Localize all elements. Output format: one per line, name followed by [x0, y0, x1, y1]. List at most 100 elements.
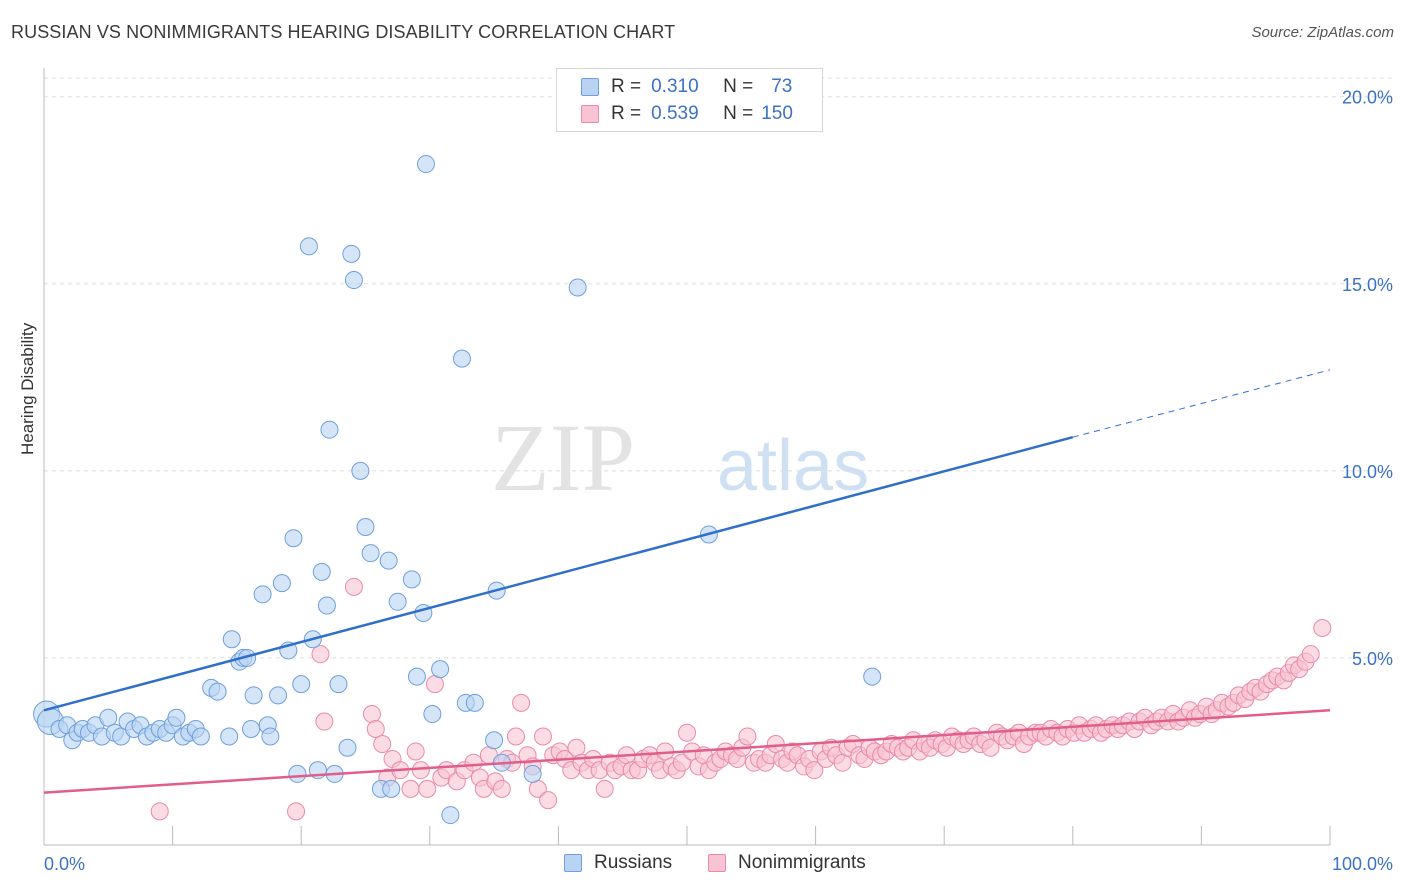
nonimmigrants-point — [512, 693, 531, 712]
nonimmigrants-n-label: N = — [723, 103, 754, 124]
russians-point — [361, 544, 380, 563]
russians-point — [220, 727, 239, 746]
nonimmigrants-n-value: 150 — [761, 103, 793, 124]
nonimmigrants-point — [506, 727, 525, 746]
russians-point — [863, 667, 882, 686]
russians-trendline — [43, 435, 1074, 712]
russians-point — [284, 529, 303, 548]
nonimmigrants-legend-label: Nonimmigrants — [738, 852, 866, 873]
nonimmigrants-points — [150, 577, 1332, 821]
nonimmigrants-point — [344, 577, 363, 596]
russians-point — [244, 686, 263, 705]
y-tick-label: 5.0% — [1352, 649, 1393, 669]
russians-n-label: N = — [723, 76, 754, 97]
russians-point — [423, 705, 442, 724]
russians-point — [269, 686, 288, 705]
russians-point — [317, 596, 336, 615]
russians-point — [288, 764, 307, 783]
russians-point — [407, 667, 426, 686]
russians-point — [222, 630, 241, 649]
russians-point — [416, 155, 435, 174]
russians-point — [329, 675, 348, 694]
russians-point — [465, 693, 484, 712]
russians-point — [320, 420, 339, 439]
nonimmigrants-point — [1301, 645, 1320, 664]
nonimmigrants-point — [672, 753, 691, 772]
russians-r-label: R = — [611, 76, 642, 97]
russians-point — [452, 349, 471, 368]
nonimmigrants-point — [411, 761, 430, 780]
nonimmigrants-r-label: R = — [611, 103, 642, 124]
axes — [43, 68, 1331, 846]
russians-point — [356, 517, 375, 536]
russians-point — [342, 244, 361, 263]
russians-trendline-extension — [1072, 369, 1331, 438]
nonimmigrants-point — [418, 779, 437, 798]
russians-point — [99, 708, 118, 727]
nonimmigrants-point — [805, 761, 824, 780]
grid-lines — [44, 77, 1395, 659]
nonimmigrants-point — [311, 645, 330, 664]
nonimmigrants-point — [406, 742, 425, 761]
russians-r-value: 0.310 — [651, 76, 699, 97]
russians-point — [242, 720, 261, 739]
russians-point — [344, 271, 363, 290]
nonimmigrants-point — [533, 727, 552, 746]
nonimmigrants-point — [492, 779, 511, 798]
nonimmigrants-point — [362, 705, 381, 724]
nonimmigrants-point — [425, 675, 444, 694]
nonimmigrants-legend-swatch — [708, 854, 726, 872]
chart-title: RUSSIAN VS NONIMMIGRANTS HEARING DISABIL… — [11, 22, 676, 42]
nonimmigrants-point — [738, 727, 757, 746]
nonimmigrants-point — [401, 779, 420, 798]
russians-point — [568, 278, 587, 297]
y-tick-label: 10.0% — [1342, 462, 1393, 482]
russians-point — [351, 461, 370, 480]
russians-point — [272, 574, 291, 593]
nonimmigrants-point — [595, 779, 614, 798]
x-tick-label-start: 0.0% — [44, 854, 85, 874]
russians-point — [523, 764, 542, 783]
y-tick-label: 20.0% — [1342, 88, 1393, 108]
tick-labels: 5.0% 10.0% 15.0% 20.0% 0.0% 100.0% — [44, 88, 1393, 874]
russians-point — [191, 727, 210, 746]
nonimmigrants-point — [150, 802, 169, 821]
y-axis-label: Hearing Disability — [18, 322, 37, 455]
russians-point — [441, 806, 460, 825]
correlation-legend: R = 0.310 N = 73 R = 0.539 N = 150 — [556, 68, 823, 132]
russians-point — [312, 562, 331, 581]
nonimmigrants-point — [833, 753, 852, 772]
russians-point — [338, 738, 357, 757]
legend-row-nonimmigrants: R = 0.539 N = 150 — [581, 101, 793, 127]
y-tick-label: 15.0% — [1342, 275, 1393, 295]
nonimmigrants-trendline — [43, 709, 1331, 794]
russians-swatch — [581, 78, 599, 96]
nonimmigrants-point — [373, 734, 392, 753]
nonimmigrants-swatch — [581, 105, 599, 123]
trendlines — [43, 369, 1331, 794]
watermark-atlas: atlas — [717, 426, 869, 506]
nonimmigrants-point — [678, 723, 696, 742]
nonimmigrants-point — [315, 712, 334, 731]
nonimmigrants-point — [539, 791, 558, 810]
russians-legend-label: Russians — [594, 852, 673, 873]
nonimmigrants-point — [766, 734, 785, 753]
legend-row-russians: R = 0.310 N = 73 — [581, 74, 792, 100]
russians-point — [382, 779, 401, 798]
russians-point — [292, 675, 311, 694]
russians-n-value: 73 — [771, 76, 793, 97]
russians-point — [208, 682, 227, 701]
russians-point — [299, 237, 318, 256]
russians-point — [261, 727, 280, 746]
nonimmigrants-point — [981, 738, 1000, 757]
nonimmigrants-r-value: 0.539 — [651, 103, 699, 124]
russians-point — [388, 592, 407, 611]
nonimmigrants-point — [464, 753, 483, 772]
watermark: ZIP atlas — [491, 404, 869, 511]
russians-point — [167, 708, 186, 727]
russians-point — [253, 585, 272, 604]
russians-point — [431, 660, 450, 679]
legend-item-nonimmigrants[interactable]: Nonimmigrants — [708, 852, 866, 874]
legend-item-russians[interactable]: Russians — [564, 852, 672, 874]
